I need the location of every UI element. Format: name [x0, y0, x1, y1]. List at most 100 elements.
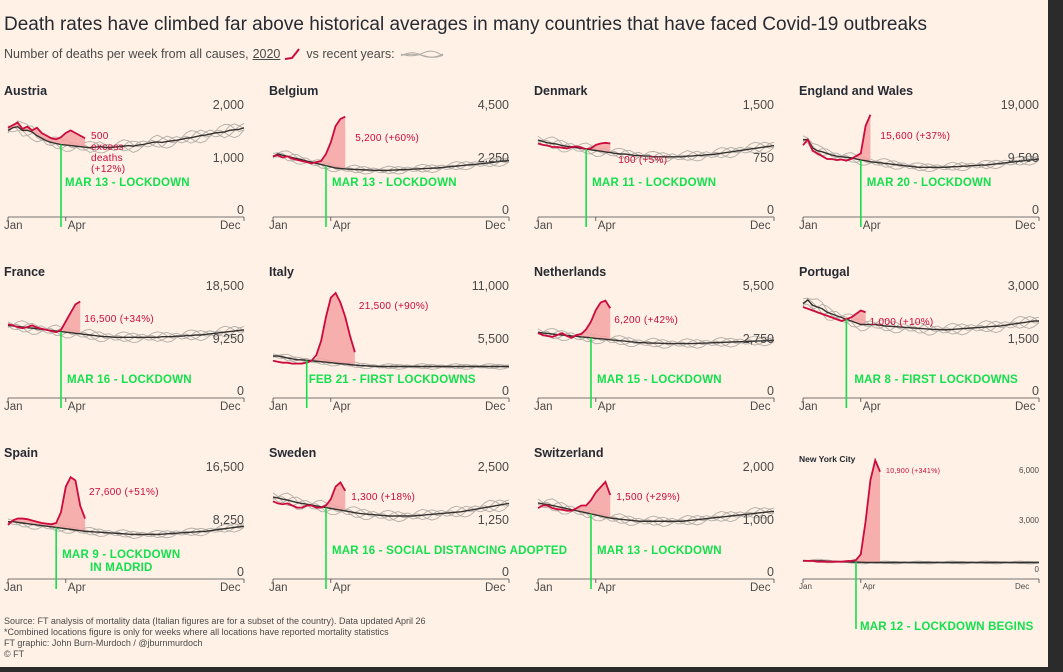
excess-area — [576, 300, 611, 340]
current-year-line — [272, 291, 356, 365]
x-tick-label: Jan — [799, 220, 818, 232]
history-line — [7, 519, 245, 537]
legend-history-swatch — [400, 50, 443, 58]
x-tick-label: Jan — [4, 220, 23, 232]
history-line — [272, 150, 510, 172]
average-line — [537, 331, 775, 345]
lockdown-label: MAR 16 - LOCKDOWN — [66, 374, 192, 386]
excess-area — [12, 477, 86, 532]
footer-source: Source: FT analysis of mortality data (I… — [4, 616, 426, 626]
x-tick-label: Jan — [4, 401, 23, 413]
y-tick-label: 0 — [237, 384, 244, 398]
excess-annotation: 1,500 (+29%) — [616, 491, 681, 503]
panel-title: Switzerland — [534, 446, 604, 460]
y-tick-label: 2,000 — [212, 98, 244, 112]
excess-annotation: 500 excess deaths (+12%) — [91, 130, 126, 175]
panel-plot — [272, 115, 510, 227]
lockdown-label: MAR 9 - LOCKDOWN IN MADRID — [62, 549, 181, 574]
panel-france: France 0 9,250 18,500 Jan Apr Dec MAR 16 - LOCK… — [4, 265, 266, 423]
current-year-line — [537, 141, 611, 151]
current-year-line — [537, 480, 612, 512]
y-tick-label: 5,500 — [742, 279, 774, 293]
y-tick-label: 2,250 — [477, 150, 509, 165]
y-tick-label: 19,000 — [1000, 98, 1039, 112]
excess-area — [846, 460, 881, 563]
excess-area — [60, 301, 81, 334]
chart-title: Death rates have climbed far above histo… — [4, 14, 928, 35]
lockdown-label: MAR 8 - FIRST LOCKDOWNS — [854, 374, 1019, 386]
excess-area — [851, 310, 866, 325]
panel-sweden: Sweden 0 1,250 2,500 Jan Apr Dec MAR 16 - SOCIA… — [269, 446, 567, 604]
history-line — [7, 123, 245, 151]
y-tick-label: 0 — [767, 565, 774, 579]
current-year-line — [537, 299, 612, 339]
x-tick-label: Apr — [332, 582, 351, 594]
panel-title: Sweden — [269, 446, 317, 460]
history-line — [7, 320, 245, 340]
current-year-line — [7, 121, 86, 141]
y-tick-label: 8,250 — [212, 512, 244, 527]
excess-annotation: 15,600 (+37%) — [880, 130, 951, 142]
x-tick-label: Jan — [799, 401, 818, 413]
x-tick-label: Dec — [1015, 220, 1036, 232]
chart-footer: Source: FT analysis of mortality data (I… — [4, 616, 426, 660]
average-line — [802, 299, 1039, 331]
y-tick-label: 0 — [1034, 565, 1039, 574]
y-tick-label: 0 — [237, 203, 244, 217]
panel-title: Italy — [269, 265, 295, 279]
x-tick-label: Dec — [1015, 401, 1036, 413]
y-tick-label: 1,500 — [1007, 331, 1039, 346]
x-tick-label: Jan — [4, 582, 23, 594]
panel-new-york-city: New York City 0 3,000 6,000 Jan Apr Dec MAR 12 … — [799, 446, 1061, 633]
x-tick-label: Apr — [597, 401, 616, 413]
x-tick-label: Jan — [534, 220, 553, 232]
lockdown-label: MAR 20 - LOCKDOWN — [866, 177, 992, 189]
panel-title: England and Wales — [799, 84, 914, 98]
history-line — [7, 322, 245, 341]
panel-belgium: Belgium 0 2,250 4,500 Jan Apr Dec MAR 13 - LOCK… — [269, 84, 531, 242]
history-line — [272, 492, 510, 521]
y-tick-label: 3,000 — [1018, 515, 1039, 525]
y-tick-label: 0 — [237, 565, 244, 579]
x-tick-label: Dec — [485, 220, 506, 232]
panel-plot — [537, 480, 775, 589]
panel-plot — [7, 120, 245, 227]
subtitle-year: 2020 — [252, 47, 281, 61]
y-tick-label: 0 — [1032, 384, 1039, 398]
panel-title: Austria — [4, 84, 48, 98]
panel-plot — [7, 300, 245, 408]
x-tick-label: Apr — [862, 401, 881, 413]
y-tick-label: 6,000 — [1018, 466, 1039, 475]
x-tick-label: Apr — [67, 401, 86, 413]
panel-title: Netherlands — [534, 265, 607, 279]
y-tick-label: 18,500 — [205, 279, 244, 293]
current-year-line — [272, 481, 347, 509]
excess-area — [576, 481, 611, 519]
excess-annotation: 100 (+5%) — [618, 154, 668, 166]
footer-credit: FT graphic: John Burn-Murdoch / @jburnmu… — [4, 638, 203, 648]
y-tick-label: 0 — [1032, 203, 1039, 217]
lockdown-label: FEB 21 - FIRST LOCKDOWNS — [308, 374, 476, 386]
average-line — [7, 125, 245, 149]
average-line — [537, 502, 775, 522]
panel-plot — [537, 299, 775, 408]
panel-plot — [7, 475, 245, 589]
x-tick-label: Apr — [597, 220, 616, 232]
excess-area — [855, 114, 871, 162]
x-tick-label: Dec — [485, 582, 506, 594]
y-tick-label: 0 — [502, 384, 509, 398]
lockdown-label: MAR 12 - LOCKDOWN BEGINS — [859, 621, 1034, 633]
history-line — [537, 330, 775, 347]
x-tick-label: Apr — [862, 582, 876, 591]
panel-plot — [802, 114, 1040, 227]
current-year-line — [7, 475, 86, 526]
y-tick-label: 1,250 — [477, 512, 509, 527]
y-tick-label: 9,250 — [212, 331, 244, 346]
lockdown-label: MAR 13 - LOCKDOWN — [64, 177, 190, 189]
chart-frame: Death rates have climbed far above histo… — [0, 0, 1048, 667]
panel-title: France — [4, 265, 45, 279]
history-line — [537, 140, 775, 161]
x-tick-label: Dec — [220, 401, 241, 413]
panel-netherlands: Netherlands 0 2,750 5,500 Jan Apr Dec MAR 15 - … — [534, 265, 796, 423]
y-tick-label: 2,750 — [742, 331, 774, 346]
